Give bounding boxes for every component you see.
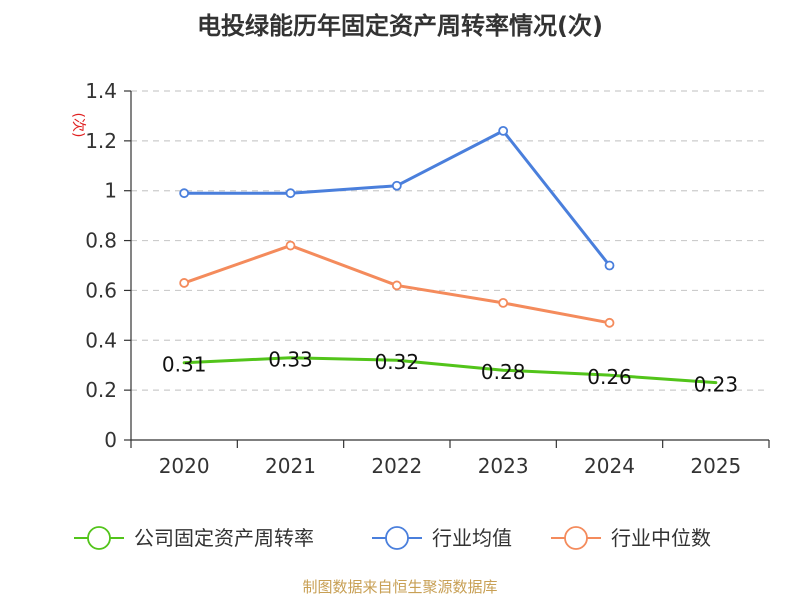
- data-point-industry_avg: [604, 260, 615, 271]
- legend-item-industry_median[interactable]: 行业中位数: [551, 526, 711, 550]
- y-tick-label: 0.6: [85, 278, 117, 302]
- legend-item-industry_avg[interactable]: 行业均值: [372, 526, 512, 550]
- legend-marker: [87, 526, 111, 550]
- x-tick-label: 2022: [371, 454, 422, 478]
- legend[interactable]: 公司固定资产周转率 行业均值 行业中位数: [74, 526, 711, 550]
- data-point-industry_median: [391, 280, 402, 291]
- series-line-company: [182, 356, 718, 385]
- data-point-industry_avg: [498, 125, 509, 136]
- data-point-industry_avg: [179, 188, 190, 199]
- data-point-industry_median: [179, 278, 190, 288]
- y-tick-label: 0: [104, 428, 117, 452]
- x-tick-label: 2020: [159, 454, 210, 478]
- data-point-industry_median: [498, 297, 509, 308]
- y-tick-label: 0.4: [85, 328, 117, 352]
- data-point-industry_avg: [391, 180, 402, 191]
- x-tick-label: 2025: [690, 454, 741, 478]
- source-note: 制图数据来自恒生聚源数据库: [302, 578, 497, 596]
- x-tick-label: 2021: [265, 454, 316, 478]
- legend-label: 行业均值: [432, 526, 512, 550]
- legend-marker: [564, 526, 588, 550]
- data-label-company: 0.23: [694, 373, 739, 397]
- legend-label: 行业中位数: [611, 526, 711, 550]
- data-label-company: 0.26: [587, 365, 632, 389]
- data-point-industry_median: [285, 240, 296, 251]
- chart-title: 电投绿能历年固定资产周转率情况(次): [197, 12, 603, 40]
- series-line-industry_avg: [182, 129, 611, 267]
- axes: 0 0.2 0.4 0.6 0.8 1 1.2 1.4 2020 2021 2022 2023 2024…: [85, 79, 770, 478]
- x-tick-label: 2023: [478, 454, 529, 478]
- legend-label: 公司固定资产周转率: [134, 526, 314, 550]
- y-tick-label: 1.4: [85, 79, 117, 103]
- y-tick-label: 0.8: [85, 229, 117, 253]
- data-label-company: 0.31: [162, 353, 207, 377]
- data-label-company: 0.28: [481, 360, 526, 384]
- data-point-industry_avg: [285, 188, 296, 199]
- y-unit-label: (次): [70, 113, 86, 138]
- y-tick-label: 1.2: [85, 129, 117, 153]
- series-lines: [179, 125, 718, 385]
- legend-marker: [385, 526, 409, 550]
- y-tick-label: 1: [104, 179, 117, 203]
- data-label-company: 0.33: [268, 348, 313, 372]
- data-label-company: 0.32: [375, 350, 420, 374]
- legend-item-company[interactable]: 公司固定资产周转率: [74, 526, 314, 550]
- data-point-industry_median: [604, 317, 615, 328]
- data-labels: 0.31 0.33 0.32 0.28 0.26 0.23: [162, 348, 738, 397]
- grid-lines: [131, 90, 769, 391]
- y-tick-label: 0.2: [85, 378, 117, 402]
- x-tick-label: 2024: [584, 454, 635, 478]
